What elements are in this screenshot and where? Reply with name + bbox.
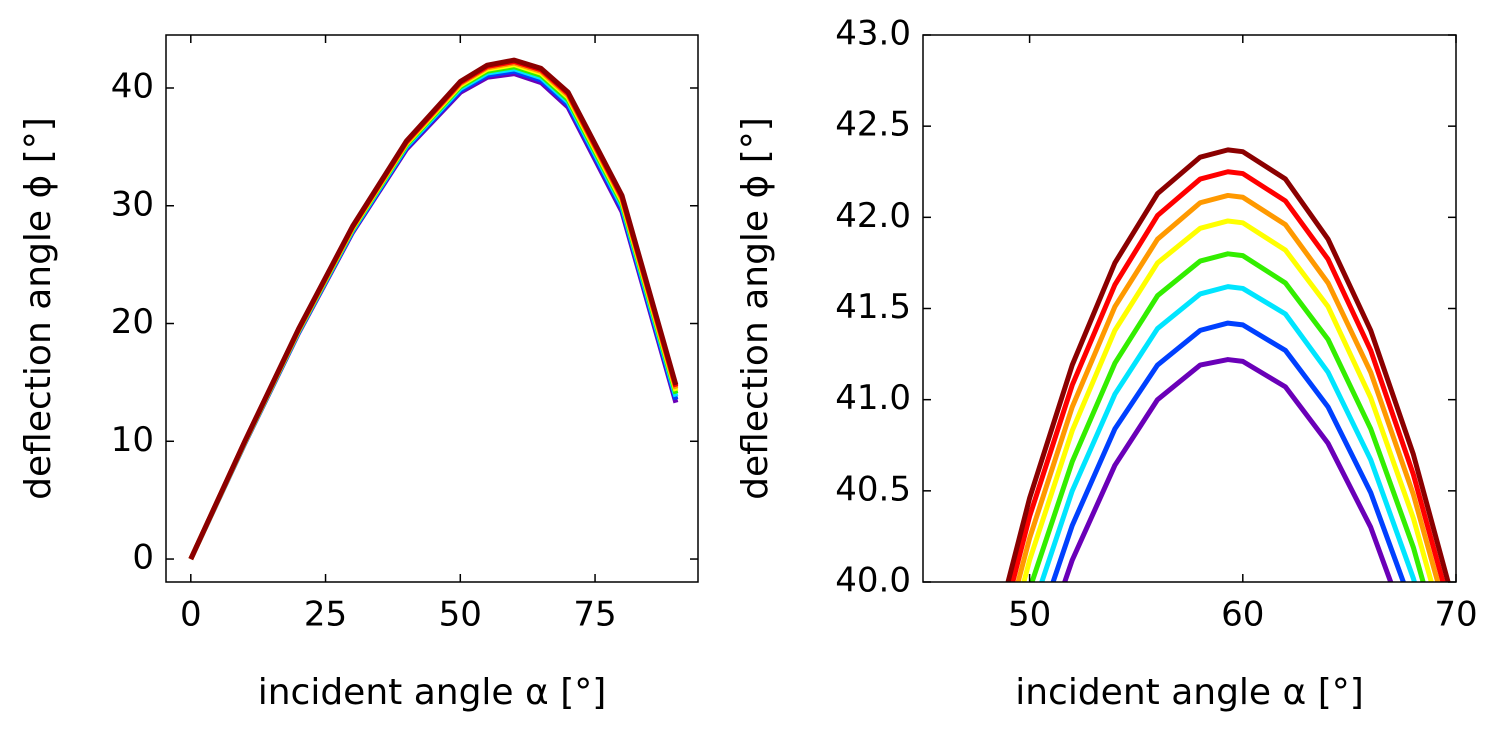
series-line: [1062, 357, 1394, 582]
y-tick-label: 42.5: [835, 105, 911, 145]
series-line: [188, 59, 679, 561]
x-tick-label: 50: [1008, 595, 1051, 635]
x-tick-label: 70: [1434, 595, 1477, 635]
y-tick-label: 20: [111, 302, 154, 342]
y-tick-label: 42.0: [835, 196, 911, 236]
series-line: [188, 60, 679, 561]
plot-area: [188, 57, 679, 561]
x-axis-label: incident angle α [°]: [258, 672, 607, 713]
x-axis-label: incident angle α [°]: [1015, 672, 1364, 713]
axes-frame: [165, 34, 699, 583]
series-line: [188, 62, 679, 561]
series-line: [1005, 147, 1451, 582]
series-line: [1039, 284, 1418, 582]
series-line: [188, 71, 679, 561]
y-tick-label: 30: [111, 184, 154, 224]
x-tick-label: 75: [573, 595, 616, 635]
y-axis-label: deflection angle ϕ [°]: [18, 117, 59, 500]
series-line: [188, 66, 679, 561]
series-line: [1010, 169, 1446, 582]
plot-area: [1005, 147, 1451, 582]
y-tick-label: 0: [132, 538, 154, 578]
x-tick-label: 25: [304, 595, 347, 635]
series-line: [188, 57, 679, 561]
series-line: [188, 64, 679, 561]
y-tick-label: 10: [111, 420, 154, 460]
axes-frame: [922, 34, 1457, 583]
series-line: [1021, 218, 1434, 582]
series-line: [1015, 192, 1441, 582]
y-tick-label: 41.0: [835, 378, 911, 418]
series-line: [188, 68, 679, 561]
x-tick-label: 60: [1221, 595, 1264, 635]
x-tick-label: 50: [439, 595, 482, 635]
y-tick-label: 41.5: [835, 287, 911, 327]
y-axis-label: deflection angle ϕ [°]: [735, 117, 776, 500]
series-line: [1029, 251, 1426, 582]
y-tick-label: 43.0: [835, 14, 911, 54]
y-tick-label: 40: [111, 66, 154, 106]
series-line: [1050, 320, 1407, 582]
x-tick-label: 0: [180, 595, 202, 635]
y-tick-label: 40.5: [835, 469, 911, 509]
y-tick-label: 40.0: [835, 561, 911, 601]
